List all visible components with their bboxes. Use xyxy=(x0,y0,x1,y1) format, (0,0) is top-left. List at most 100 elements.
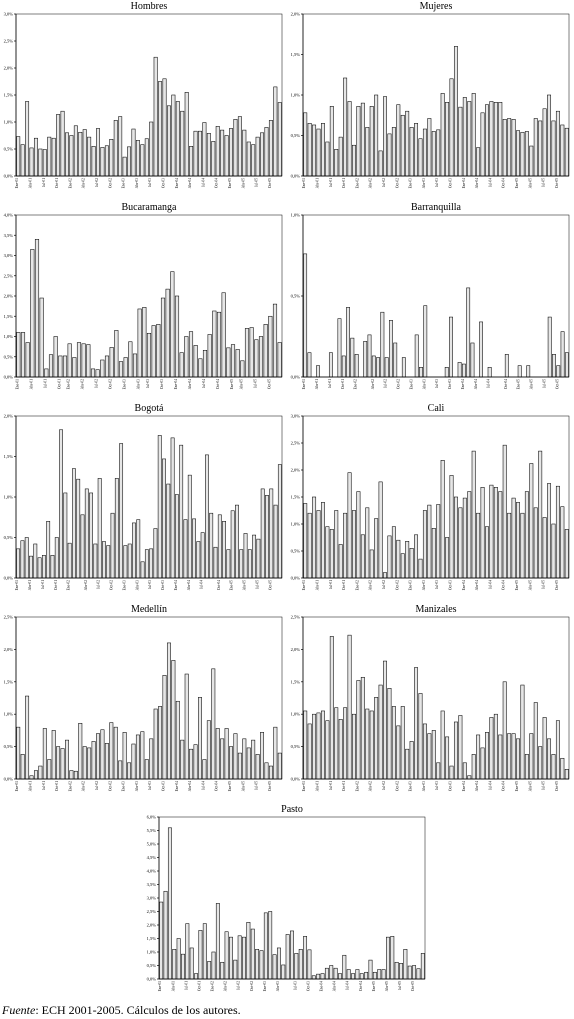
bucaramanga-bar xyxy=(202,349,208,378)
bogota-bar xyxy=(209,512,214,579)
bogota-xtick-label: Ene-05 xyxy=(230,580,234,591)
medellin-bar xyxy=(273,726,278,780)
hombres-xtick-label: Abr-02 xyxy=(82,178,86,189)
hombres-bar xyxy=(224,135,229,177)
mujeres-bar xyxy=(329,106,334,177)
bogota-bar xyxy=(24,537,29,579)
hombres-xtick-label: Abr-05 xyxy=(241,178,245,189)
bucaramanga-bar xyxy=(81,343,86,378)
manizales-bar xyxy=(449,765,454,780)
medellin-ytick-label: 0,0% xyxy=(4,777,14,783)
bogota-xtick-label: Jul-01 xyxy=(41,580,45,589)
bucaramanga-bar xyxy=(207,334,212,378)
hombres-ytick-label: 0,5% xyxy=(4,147,14,153)
pasto-xtick-label: Abr-02 xyxy=(224,981,228,992)
bucaramanga-xtick-label: Oct-05 xyxy=(267,379,271,389)
cali-xtick-label: Oct-01 xyxy=(342,580,346,590)
mujeres-bar xyxy=(325,141,330,177)
barranquilla-ytick-label: 0,0% xyxy=(291,375,301,381)
bogota-bar xyxy=(93,543,98,579)
bucaramanga-bar xyxy=(146,332,152,378)
bogota-bar xyxy=(140,561,145,579)
cali-bar xyxy=(369,549,374,579)
bogota-xtick-label: Oct-04 xyxy=(217,580,221,590)
cali-bar xyxy=(343,512,348,579)
bogota-xtick-label: Abr-05 xyxy=(243,580,247,591)
bogota-bar xyxy=(239,549,244,579)
mujeres-bar xyxy=(396,104,401,177)
mujeres-bar xyxy=(547,94,552,177)
medellin-bar xyxy=(198,697,202,780)
mujeres-bar xyxy=(338,136,343,177)
bogota-bar xyxy=(170,437,175,579)
bucaramanga-bar xyxy=(193,345,198,378)
manizales-title: Manizales xyxy=(415,604,456,615)
bogota-xtick-label: Jul-05 xyxy=(255,580,259,589)
medellin-bar xyxy=(237,752,242,780)
pasto-bar xyxy=(416,968,421,980)
cali-bar xyxy=(533,507,538,579)
bucaramanga-bar xyxy=(216,311,222,378)
pasto-bar xyxy=(333,967,338,980)
medellin-bar xyxy=(184,673,189,780)
mujeres-xtick-label: Oct-01 xyxy=(342,178,346,188)
hombres-bar xyxy=(118,116,123,177)
mujeres-xtick-label: Jul-02 xyxy=(382,178,386,187)
cali-ytick-label: 2,0% xyxy=(291,468,301,474)
cali-bar xyxy=(502,444,507,579)
bogota-xtick-label: Jul-03 xyxy=(148,580,152,589)
medellin-xtick-label: Ene-04 xyxy=(175,781,179,792)
bucaramanga-xtick-label: Ene-03 xyxy=(123,379,127,390)
barranquilla-bar xyxy=(461,363,466,378)
manizales-xtick-label: Abr-02 xyxy=(369,781,373,792)
barranquilla-plot-frame xyxy=(302,214,570,378)
bucaramanga-xtick-label: Oct-01 xyxy=(57,379,61,389)
pasto-bar xyxy=(355,969,360,980)
mujeres-title: Mujeres xyxy=(420,1,453,12)
bucaramanga-bar xyxy=(118,361,124,378)
pasto-bar xyxy=(290,930,294,980)
pasto-xtick-label: Jul-03 xyxy=(293,981,297,990)
medellin-bar xyxy=(277,752,282,780)
hombres-bar xyxy=(268,120,273,177)
pasto-bar xyxy=(181,953,185,980)
pasto-bar xyxy=(372,971,377,980)
bogota-bar xyxy=(247,549,252,579)
cali-xtick-label: Oct-04 xyxy=(502,580,506,590)
cali-bar xyxy=(547,483,552,579)
mujeres-bar xyxy=(462,97,467,177)
manizales-bar xyxy=(329,636,334,780)
source-note: Fuente: ECH 2001-2005. Cálculos de los a… xyxy=(2,1003,241,1018)
bogota-bar xyxy=(80,514,85,579)
bogota-bar xyxy=(127,543,132,579)
bogota-bar xyxy=(200,532,205,579)
mujeres-bar xyxy=(312,124,317,177)
bucaramanga-bar xyxy=(226,347,231,378)
barranquilla-bar xyxy=(419,367,423,378)
medellin-bar xyxy=(211,668,216,780)
pasto-ytick-label: 2,5% xyxy=(147,909,157,915)
bogota-bar xyxy=(213,546,218,579)
bogota-xtick-label: Oct-03 xyxy=(161,580,165,590)
bucaramanga-bar xyxy=(156,324,161,378)
manizales-bar xyxy=(485,732,489,780)
barranquilla-xtick-label: Abr-03 xyxy=(422,379,426,390)
mujeres-bar xyxy=(498,102,503,177)
bogota-bar xyxy=(205,454,209,579)
manizales-xtick-label: Ene-02 xyxy=(355,781,359,792)
bucaramanga-xtick-label: Jul-05 xyxy=(253,379,257,388)
bucaramanga-bar xyxy=(137,308,142,378)
medellin-xtick-label: Jul-02 xyxy=(95,781,99,790)
medellin-bar xyxy=(42,728,47,780)
cali-xtick-label: Jul-05 xyxy=(542,580,546,589)
bogota-xtick-label: Abr-01 xyxy=(28,580,32,591)
pasto-bar xyxy=(351,973,355,980)
pasto-ytick-label: 6,0% xyxy=(147,815,157,821)
medellin-xtick-label: Abr-01 xyxy=(29,781,33,792)
hombres-xtick-label: Jul-01 xyxy=(42,178,46,187)
medellin-bar xyxy=(202,759,207,780)
medellin-bar xyxy=(255,754,260,780)
manizales-bar xyxy=(489,717,494,780)
hombres-xtick-label: Jul-02 xyxy=(95,178,99,187)
cali-ytick-label: 1,0% xyxy=(291,522,301,528)
